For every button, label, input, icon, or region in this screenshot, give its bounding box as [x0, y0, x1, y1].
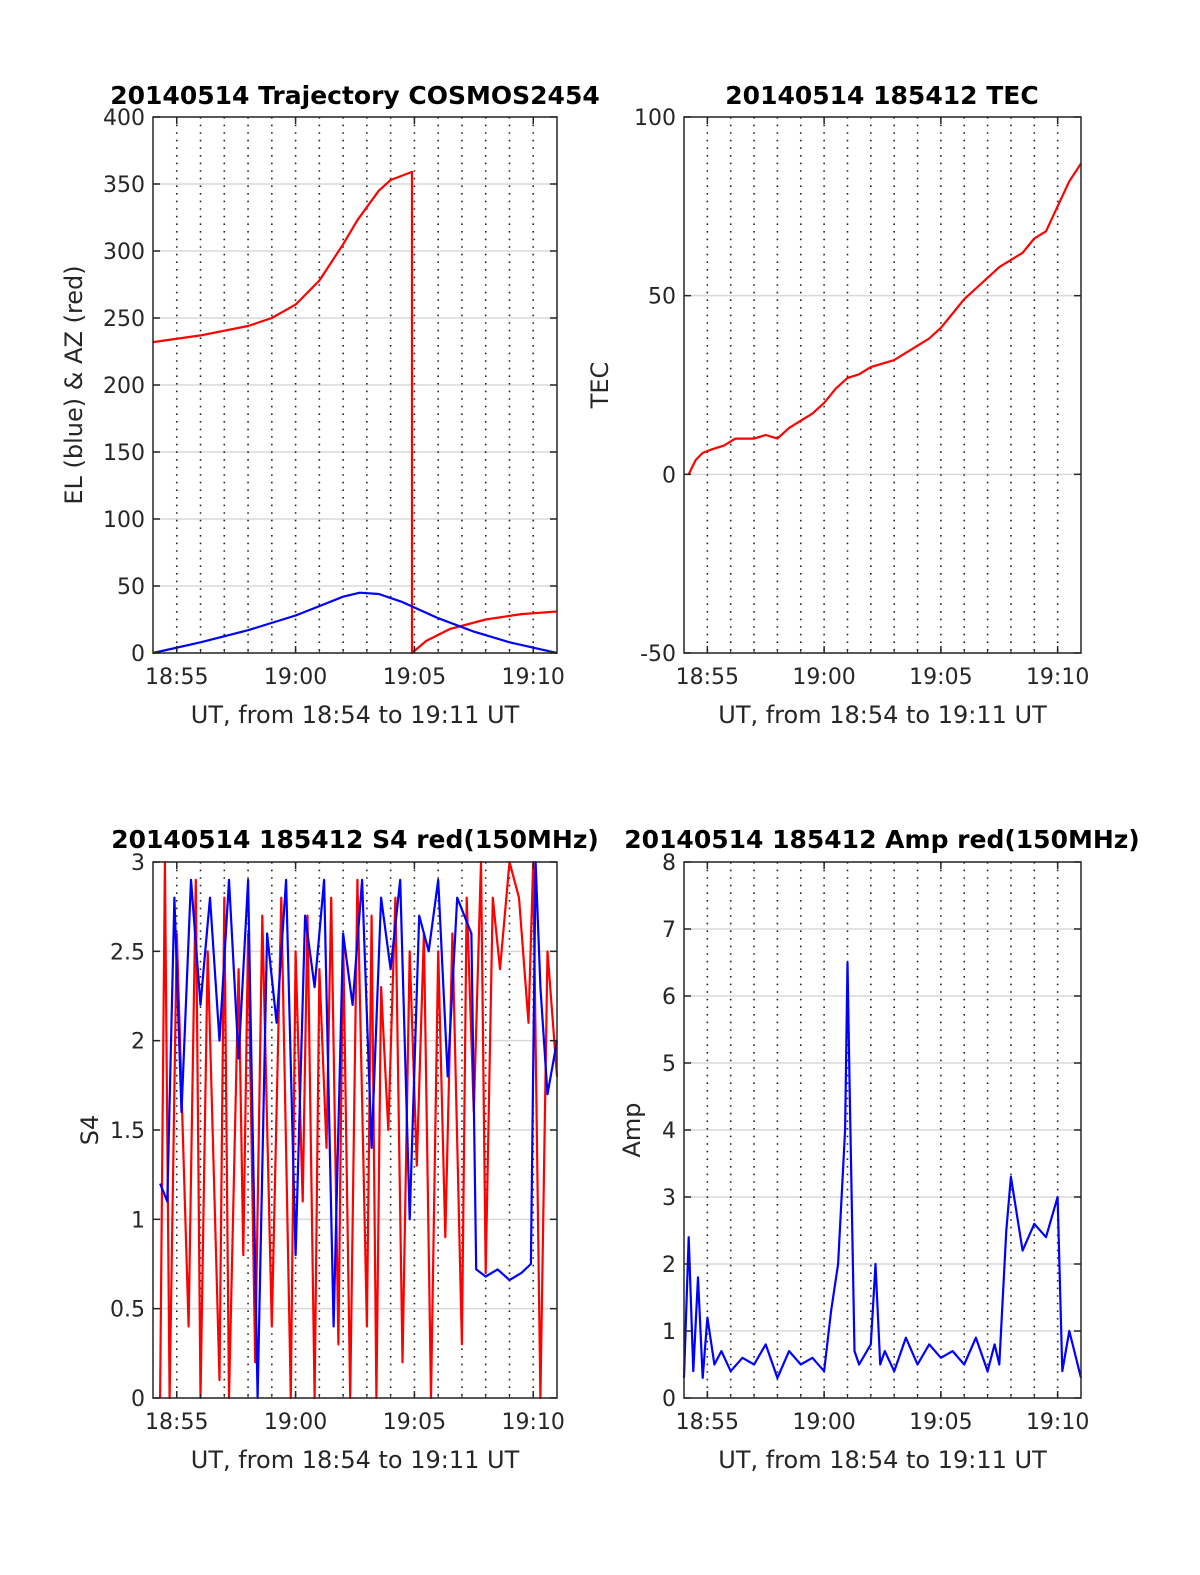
x-tick-label: 19:10	[502, 1410, 565, 1435]
trajectory-title: 20140514 Trajectory COSMOS2454	[110, 81, 600, 110]
amp-title: 20140514 185412 Amp red(150MHz)	[624, 825, 1140, 854]
amp-grid	[684, 861, 1081, 1399]
y-tick-label: 200	[103, 374, 145, 399]
y-tick-label: 3	[662, 1186, 676, 1211]
y-tick-label: 1	[662, 1320, 676, 1345]
s4-ylabel: S4	[76, 1115, 104, 1146]
y-tick-label: 2	[662, 1253, 676, 1278]
series-line-az	[152, 170, 558, 655]
y-tick-label: 4	[662, 1119, 676, 1144]
s4-ticks: 0 0.5 1 1.5 2 2.5 3 18:55 19:00 19:05 19:10	[110, 851, 565, 1435]
trajectory-series	[152, 170, 558, 655]
y-tick-label: 100	[103, 508, 145, 533]
y-tick-label: 150	[103, 441, 145, 466]
series-line-blue	[682, 961, 1083, 1380]
s4-title: 20140514 185412 S4 red(150MHz)	[111, 825, 599, 854]
y-tick-label: -50	[640, 642, 676, 667]
x-tick-label: 19:05	[909, 665, 972, 690]
amp-panel: 0 1 2 3 4 5 6 7 8 18:55 19:00 19:05 19:10 20140514 1…	[618, 825, 1140, 1474]
x-tick-label: 19:10	[1026, 1410, 1089, 1435]
y-tick-label: 1.5	[110, 1119, 145, 1144]
axes-box	[683, 116, 1082, 654]
series-line-el	[152, 591, 558, 655]
series-line-blue	[159, 860, 559, 1400]
y-tick-label: 0	[662, 463, 676, 488]
trajectory-ylabel: EL (blue) & AZ (red)	[60, 265, 88, 504]
x-tick-label: 18:55	[145, 665, 208, 690]
y-tick-label: 8	[662, 851, 676, 876]
s4-series	[159, 860, 559, 1400]
y-tick-label: 0.5	[110, 1298, 145, 1323]
x-tick-label: 19:05	[909, 1410, 972, 1435]
tec-panel: -50 0 50 100 18:55 19:00 19:05 19:10 20140514 1…	[586, 81, 1089, 729]
y-tick-label: 250	[103, 307, 145, 332]
x-tick-label: 19:00	[792, 665, 855, 690]
amp-series	[682, 961, 1083, 1380]
y-tick-label: 2.5	[110, 940, 145, 965]
trajectory-grid	[153, 116, 557, 654]
y-tick-label: 50	[117, 575, 145, 600]
trajectory-ticks: 0 50 100 150 200 250 300 350 400 18:55 19:00 19:05 1…	[103, 106, 565, 690]
series-line-red	[159, 860, 559, 1400]
y-tick-label: 400	[103, 106, 145, 131]
tec-title: 20140514 185412 TEC	[725, 81, 1038, 110]
y-tick-label: 0	[131, 1387, 145, 1412]
x-tick-label: 19:05	[383, 1410, 446, 1435]
y-tick-label: 0	[131, 642, 145, 667]
s4-panel: 0 0.5 1 1.5 2 2.5 3 18:55 19:00 19:05 19:10 201405…	[76, 825, 599, 1474]
y-tick-label: 2	[131, 1030, 145, 1055]
tec-axes-frame	[683, 116, 1082, 654]
y-tick-label: 6	[662, 985, 676, 1010]
y-tick-label: 350	[103, 173, 145, 198]
x-tick-label: 19:00	[264, 665, 327, 690]
x-tick-label: 18:55	[676, 1410, 739, 1435]
amp-ylabel: Amp	[618, 1102, 646, 1157]
trajectory-panel: 0 50 100 150 200 250 300 350 400 18:55 19:00 19:05 1…	[60, 81, 600, 729]
amp-xlabel: UT, from 18:54 to 19:11 UT	[718, 1446, 1047, 1474]
trajectory-xlabel: UT, from 18:54 to 19:11 UT	[191, 701, 520, 729]
tec-series	[687, 162, 1082, 475]
tec-ticks: -50 0 50 100 18:55 19:00 19:05 19:10	[634, 106, 1089, 690]
series-line-tec	[687, 162, 1082, 475]
x-tick-label: 19:10	[1026, 665, 1089, 690]
y-tick-label: 100	[634, 106, 676, 131]
x-tick-label: 18:55	[145, 1410, 208, 1435]
x-tick-label: 19:05	[383, 665, 446, 690]
x-tick-label: 19:10	[502, 665, 565, 690]
tec-grid	[684, 116, 1081, 654]
amp-ticks: 0 1 2 3 4 5 6 7 8 18:55 19:00 19:05 19:10	[662, 851, 1089, 1435]
y-tick-label: 7	[662, 918, 676, 943]
y-tick-label: 5	[662, 1052, 676, 1077]
x-tick-label: 19:00	[264, 1410, 327, 1435]
s4-xlabel: UT, from 18:54 to 19:11 UT	[191, 1446, 520, 1474]
y-tick-label: 0	[662, 1387, 676, 1412]
x-tick-label: 18:55	[676, 665, 739, 690]
y-tick-label: 3	[131, 851, 145, 876]
tec-xlabel: UT, from 18:54 to 19:11 UT	[718, 701, 1047, 729]
x-tick-label: 19:00	[792, 1410, 855, 1435]
y-tick-label: 50	[648, 285, 676, 310]
y-tick-label: 1	[131, 1208, 145, 1233]
tec-ylabel: TEC	[586, 362, 614, 410]
y-tick-label: 300	[103, 240, 145, 265]
